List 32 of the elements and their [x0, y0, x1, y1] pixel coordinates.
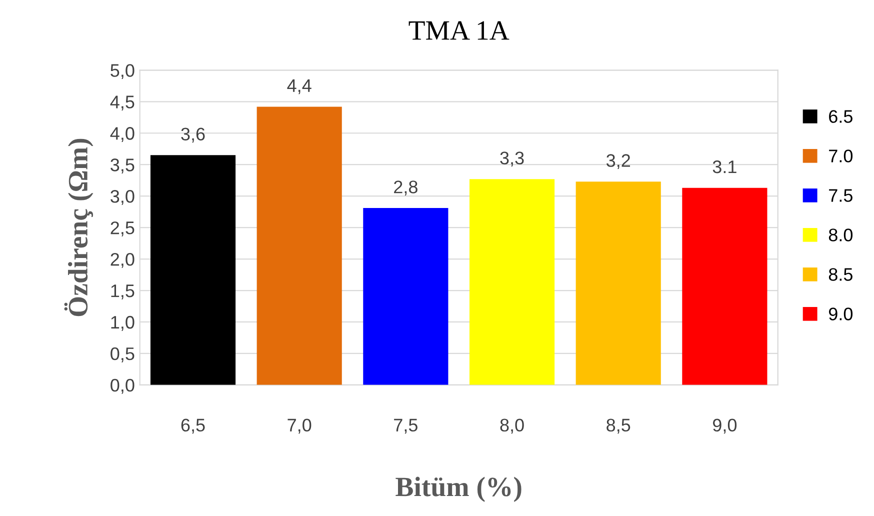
data-label: 3,6 — [181, 128, 205, 143]
legend-label: 8.0 — [828, 228, 853, 242]
y-tick-label: 0,5 — [110, 347, 134, 362]
x-tick-label: 7,5 — [394, 418, 418, 434]
y-tick-label: 4,0 — [110, 127, 134, 142]
y-tick-label: 3,5 — [110, 158, 134, 174]
y-tick-label: 3,0 — [110, 190, 134, 205]
y-tick-label: 5,0 — [110, 64, 134, 80]
legend-label: 8.5 — [828, 268, 852, 281]
y-tick-label: 1,0 — [111, 316, 134, 331]
data-label: 3,2 — [606, 154, 630, 170]
y-tick-label: 4,5 — [110, 96, 134, 111]
y-tick-label: 0,0 — [110, 378, 134, 394]
x-tick-label: 9,0 — [712, 418, 737, 434]
legend-label: 7.5 — [829, 189, 852, 202]
data-label: 3,3 — [500, 152, 524, 167]
x-tick-label: 8,5 — [606, 418, 630, 434]
data-label: 3.1 — [712, 160, 736, 174]
x-tick-label: 6,5 — [181, 418, 205, 434]
y-axis-title: Özdirenç (Ωm) — [64, 138, 94, 316]
y-tick-label: 1,5 — [111, 284, 134, 300]
y-tick-label: 2,5 — [110, 221, 134, 236]
legend-label: 9.0 — [828, 308, 853, 320]
data-label: 2,8 — [394, 180, 418, 196]
chart-title: TMA 1A — [408, 21, 510, 40]
legend-label: 7.0 — [829, 150, 853, 162]
x-tick-label: 8,0 — [500, 418, 524, 434]
data-label: 4,4 — [287, 79, 312, 94]
y-tick-label: 2,0 — [110, 252, 134, 268]
x-axis-title: Bitüm (%) — [396, 476, 522, 502]
legend-label: 6.5 — [829, 110, 852, 123]
x-tick-label: 7,0 — [288, 418, 312, 434]
